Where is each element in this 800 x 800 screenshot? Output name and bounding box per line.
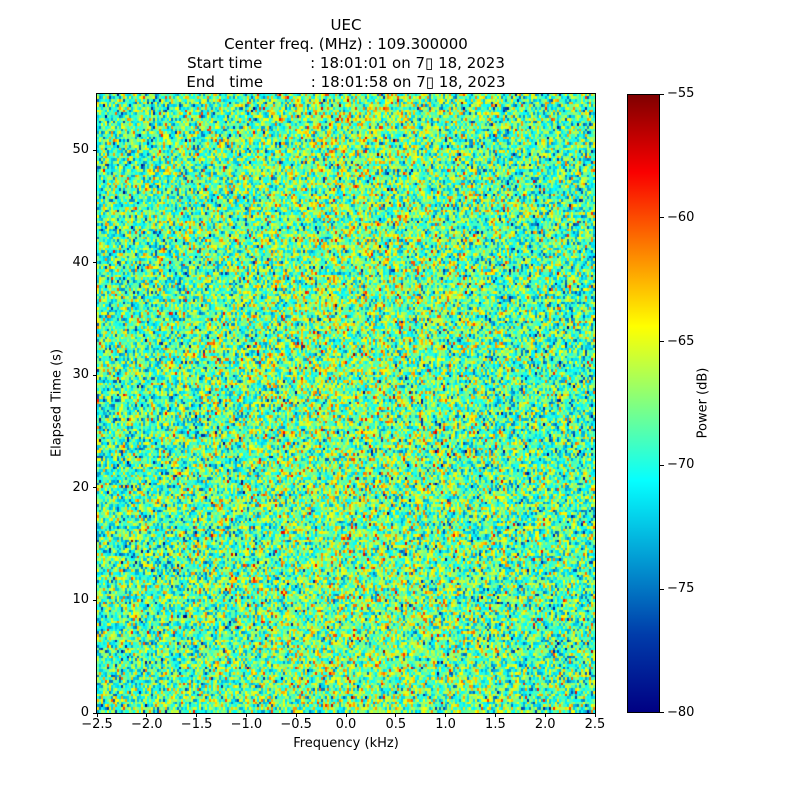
y-axis-label: Elapsed Time (s) xyxy=(49,348,65,458)
chart-title-block: UEC Center freq. (MHz) : 109.300000 Star… xyxy=(97,16,595,92)
x-tick-label: 0.0 xyxy=(335,717,357,732)
colorbar-tick-label: −60 xyxy=(667,209,695,225)
y-tick xyxy=(93,487,97,489)
y-tick xyxy=(93,712,97,714)
colorbar-tick xyxy=(660,341,664,343)
x-tick xyxy=(345,713,347,717)
x-tick xyxy=(494,713,496,717)
x-tick-label: −2.0 xyxy=(131,717,163,732)
x-tick-label: −2.5 xyxy=(81,717,113,732)
colorbar-tick-label: −80 xyxy=(667,705,695,720)
x-tick xyxy=(395,713,397,717)
y-tick-label: 20 xyxy=(72,479,89,495)
title-start-time: Start time : 18:01:01 on 7▯ 18, 2023 xyxy=(187,54,505,72)
colorbar-tick xyxy=(660,588,664,590)
x-tick-label: 1.0 xyxy=(435,717,456,732)
x-tick-label: −1.0 xyxy=(230,717,263,732)
y-tick xyxy=(93,374,97,376)
x-tick xyxy=(96,713,98,717)
x-tick-label: 0.5 xyxy=(385,717,407,732)
y-tick xyxy=(93,262,97,264)
y-tick xyxy=(93,149,97,151)
x-axis-label: Frequency (kHz) xyxy=(293,736,399,751)
x-tick-label: 2.0 xyxy=(534,717,556,732)
y-tick-label: 40 xyxy=(72,254,89,270)
colorbar-tick xyxy=(660,217,664,219)
x-tick-label: −1.5 xyxy=(180,717,213,732)
x-tick xyxy=(196,713,198,717)
x-tick xyxy=(594,713,596,717)
colorbar-label: Power (dB) xyxy=(695,367,711,439)
title-end-time: End time : 18:01:58 on 7▯ 18, 2023 xyxy=(186,73,506,91)
chart-title: UEC xyxy=(330,16,362,34)
colorbar-tick-label: −65 xyxy=(667,333,695,349)
x-tick xyxy=(544,713,546,717)
y-tick-label: 30 xyxy=(72,367,89,383)
colorbar-tick-label: −70 xyxy=(667,457,695,473)
colorbar-tick xyxy=(660,464,664,466)
x-tick-label: −0.5 xyxy=(280,717,312,732)
x-tick xyxy=(146,713,148,717)
spectrogram-plot xyxy=(96,93,596,714)
colorbar-tick-label: −75 xyxy=(667,581,695,597)
y-tick-label: 50 xyxy=(72,142,89,158)
y-tick-label: 0 xyxy=(80,705,89,720)
colorbar-tick xyxy=(660,711,664,713)
colorbar-tick xyxy=(660,93,664,95)
title-center-freq: Center freq. (MHz) : 109.300000 xyxy=(224,35,468,53)
x-tick xyxy=(245,713,247,717)
colorbar xyxy=(627,94,660,713)
x-tick xyxy=(295,713,297,717)
y-tick xyxy=(93,599,97,601)
x-tick-label: 2.5 xyxy=(584,717,606,732)
x-tick xyxy=(445,713,447,717)
spectrogram-canvas xyxy=(97,94,595,713)
x-tick-label: 1.5 xyxy=(485,717,506,732)
colorbar-tick-label: −55 xyxy=(667,86,695,101)
y-tick-label: 10 xyxy=(72,592,89,608)
